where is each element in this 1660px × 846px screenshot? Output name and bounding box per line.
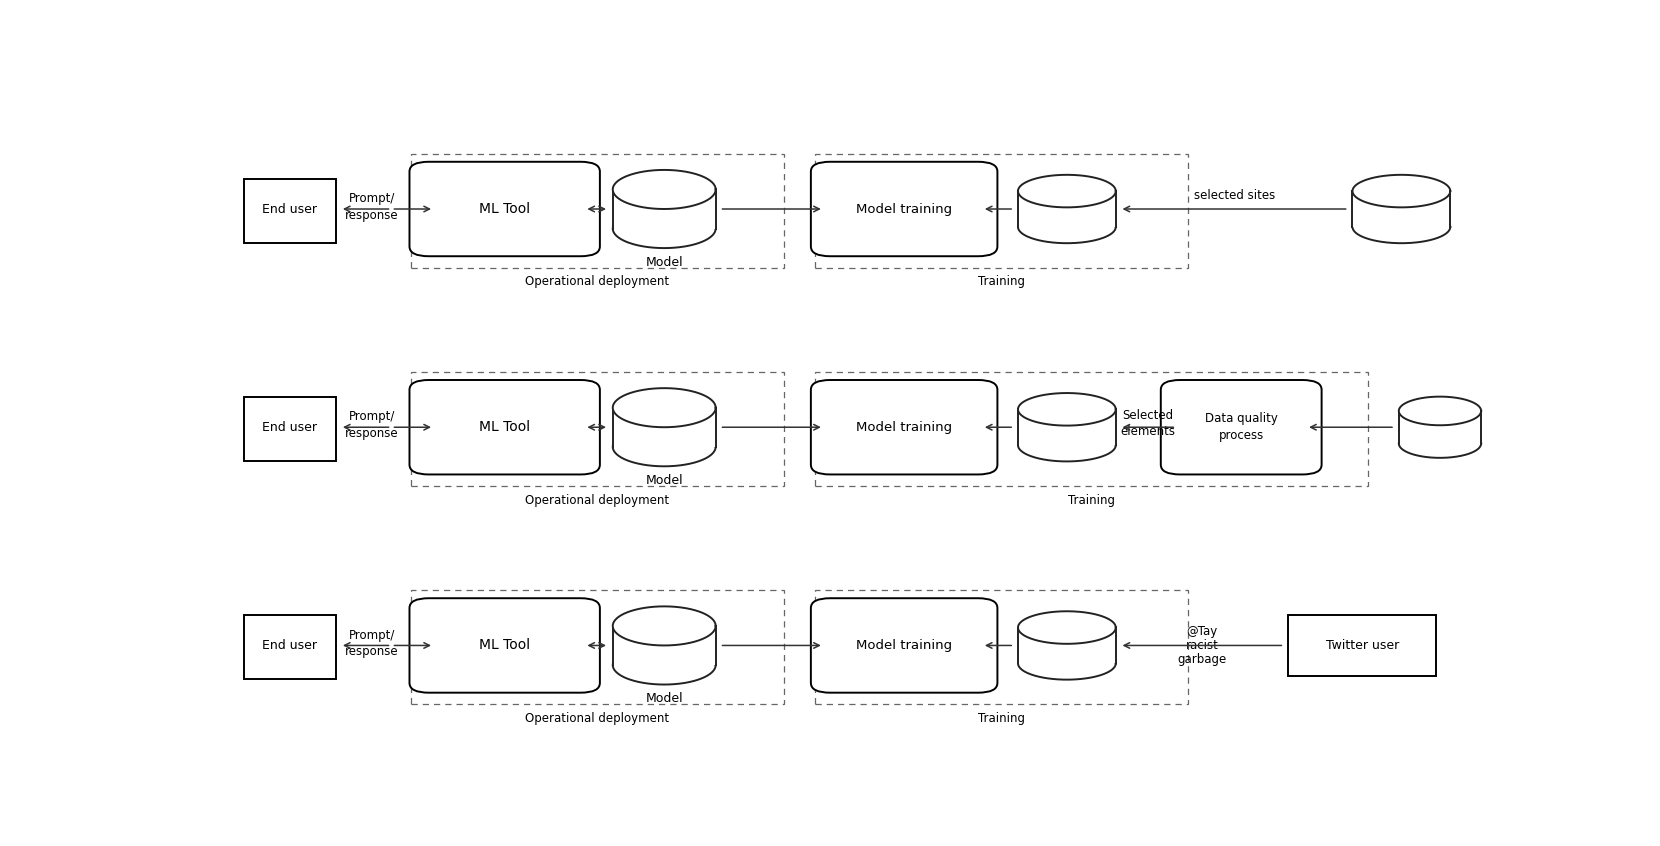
Text: garbage: garbage [1177, 653, 1227, 667]
Ellipse shape [1018, 211, 1116, 243]
Text: Prompt/: Prompt/ [349, 629, 395, 641]
Bar [815, 154, 1189, 267]
Text: response: response [345, 645, 398, 658]
Ellipse shape [613, 645, 715, 684]
Bar [244, 398, 337, 461]
Text: data: data [1054, 659, 1081, 672]
Bar [613, 408, 715, 447]
Text: @Tay: @Tay [1187, 624, 1217, 638]
Text: Operational deployment: Operational deployment [525, 712, 669, 725]
Ellipse shape [1018, 429, 1116, 461]
Ellipse shape [613, 607, 715, 645]
FancyBboxPatch shape [1160, 380, 1321, 475]
Text: ML Tool: ML Tool [480, 202, 530, 216]
Bar [1288, 614, 1436, 677]
Ellipse shape [1018, 175, 1116, 207]
Text: Model training: Model training [857, 420, 953, 434]
Text: End user: End user [262, 420, 317, 434]
Text: racist: racist [1185, 639, 1218, 652]
Text: data: data [1426, 438, 1454, 451]
Text: Model training: Model training [857, 639, 953, 652]
Text: Model: Model [646, 474, 682, 487]
Text: selected sites: selected sites [1194, 190, 1275, 202]
Text: Model training: Model training [857, 202, 953, 216]
FancyBboxPatch shape [410, 598, 599, 693]
Text: Selected: Selected [1122, 409, 1174, 422]
Text: Training: Training [1044, 195, 1091, 207]
Text: End user: End user [262, 202, 317, 216]
Ellipse shape [1018, 647, 1116, 679]
Text: Training: Training [1044, 413, 1091, 426]
Bar [244, 616, 337, 679]
Bar [1353, 191, 1451, 227]
Bar [1018, 628, 1116, 663]
Ellipse shape [613, 427, 715, 466]
Text: Training: Training [1067, 494, 1116, 507]
Ellipse shape [1353, 211, 1451, 243]
Text: Twitter user: Twitter user [1325, 639, 1399, 652]
Bar [1399, 411, 1481, 443]
FancyBboxPatch shape [810, 380, 998, 475]
Bar [1018, 191, 1116, 227]
Text: data: data [1054, 222, 1081, 235]
Bar [1018, 191, 1116, 227]
Text: Prompt/: Prompt/ [349, 192, 395, 205]
Bar [410, 591, 784, 704]
FancyBboxPatch shape [810, 598, 998, 693]
Text: Operational deployment: Operational deployment [525, 494, 669, 507]
Text: data: data [1388, 222, 1414, 235]
Bar [1399, 411, 1481, 443]
Text: Training: Training [978, 712, 1024, 725]
Ellipse shape [1353, 175, 1451, 207]
Ellipse shape [1018, 612, 1116, 644]
Ellipse shape [613, 388, 715, 427]
Ellipse shape [1399, 429, 1481, 458]
Text: End user: End user [262, 639, 317, 652]
Text: elements: elements [1120, 426, 1175, 438]
Bar [1018, 409, 1116, 445]
Bar [613, 190, 715, 228]
Bar [613, 408, 715, 447]
Text: Candidate: Candidate [1409, 413, 1471, 426]
Text: Training: Training [1044, 631, 1091, 644]
Ellipse shape [613, 209, 715, 248]
Text: Model: Model [646, 692, 682, 706]
Bar [613, 190, 715, 228]
Text: Model: Model [646, 256, 682, 269]
Text: data: data [1054, 441, 1081, 453]
Text: process: process [1218, 429, 1263, 442]
Ellipse shape [1018, 393, 1116, 426]
Text: ML Tool: ML Tool [480, 420, 530, 434]
Text: response: response [345, 427, 398, 440]
Bar [815, 372, 1368, 486]
Text: ML Tool: ML Tool [480, 639, 530, 652]
Bar [410, 372, 784, 486]
Bar [1353, 191, 1451, 227]
Text: Operational deployment: Operational deployment [525, 276, 669, 288]
Text: Training: Training [978, 276, 1024, 288]
Ellipse shape [1399, 397, 1481, 426]
Bar [1018, 628, 1116, 663]
Text: Candidate: Candidate [1371, 195, 1431, 207]
Ellipse shape [613, 170, 715, 209]
Bar [244, 179, 337, 243]
Bar [613, 626, 715, 665]
FancyBboxPatch shape [810, 162, 998, 256]
Bar [1018, 409, 1116, 445]
Bar [815, 591, 1189, 704]
Text: Prompt/: Prompt/ [349, 410, 395, 423]
Bar [613, 626, 715, 665]
FancyBboxPatch shape [410, 380, 599, 475]
Bar [410, 154, 784, 267]
FancyBboxPatch shape [410, 162, 599, 256]
Text: response: response [345, 209, 398, 222]
Text: Data quality: Data quality [1205, 412, 1278, 426]
